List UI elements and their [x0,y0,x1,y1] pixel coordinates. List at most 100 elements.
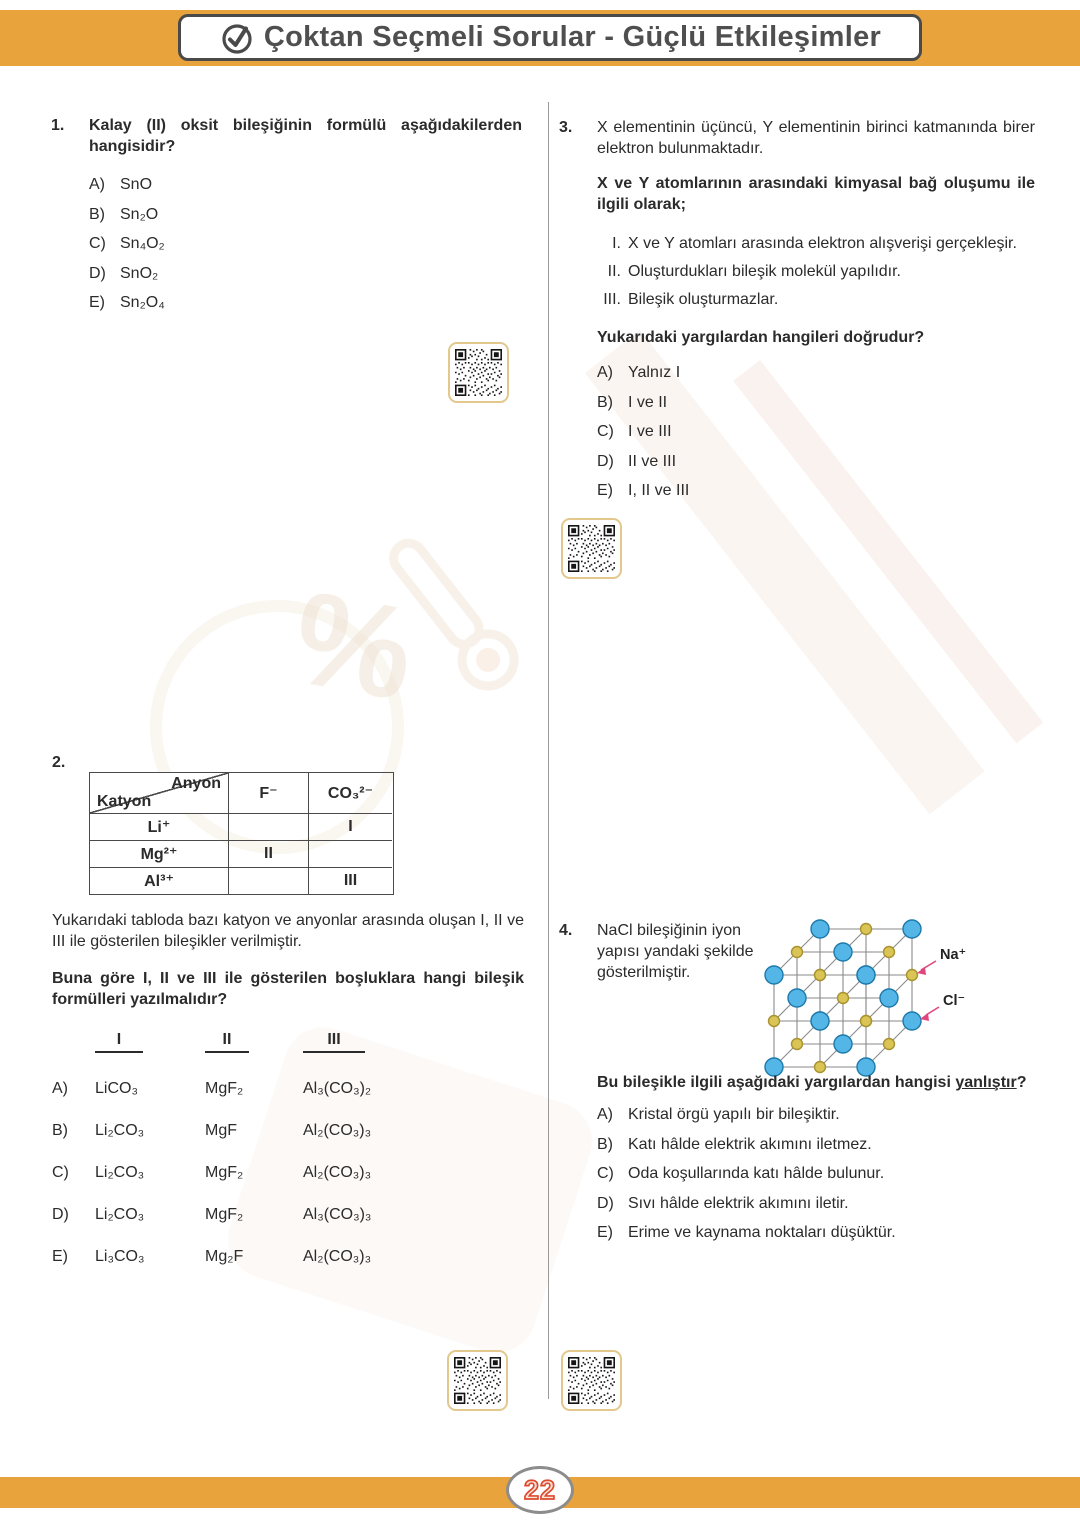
na-ion-label: Na⁺ [940,947,966,963]
option-d: D) II ve III [597,447,1035,477]
option-text: Oda koşullarında katı hâlde bulunur. [628,1165,885,1183]
option-label: C) [89,235,106,253]
cell-al-f [229,868,309,894]
question-number: 1. [51,117,65,134]
option-label: A) [597,364,613,382]
statement-3: III. Bileşik oluşturmazlar. [597,285,1035,313]
statement-numeral: II. [607,262,621,280]
option-label: E) [597,1224,613,1242]
thermometer-watermark [389,538,519,691]
row-cation: Li⁺ [90,814,229,841]
option-label: C) [52,1164,69,1181]
option-text: Sn₂O₄ [120,294,165,312]
prompt-suffix: ? [1016,1074,1027,1091]
option-text: Yalnız I [628,364,681,382]
options-rows: A) LiCO₃ MgF₂ Al₃(CO₃)₂ B) Li₂CO₃ MgF Al… [52,1068,504,1278]
option-label: E) [89,294,105,312]
question-2-prompt: Buna göre I, II ve III ile gösterilen bo… [52,970,524,1008]
formula-iii: Al₂(CO₃)₃ [303,1164,372,1181]
option-label: A) [52,1080,68,1097]
formula-i: Li₂CO₃ [95,1164,145,1181]
statement-text: X ve Y atomları arasında elektron alışve… [628,234,1017,252]
option-label: D) [52,1206,69,1223]
formula-i: Li₂CO₃ [95,1206,145,1223]
option-label: E) [52,1248,68,1265]
option-label: B) [52,1122,68,1139]
option-a: A) Yalnız I [597,358,1035,388]
option-c: C) Li₂CO₃ MgF₂ Al₂(CO₃)₃ [52,1152,504,1194]
statement-2: II. Oluşturdukları bileşik molekül yapılı… [597,257,1035,285]
column-divider [548,102,550,1399]
option-b: B) I ve II [597,388,1035,418]
cation-anion-table: Anyon Katyon F⁻ CO₃²⁻ Li⁺ I Mg²⁺ II Al³⁺… [89,772,394,895]
formula-i: Li₂CO₃ [95,1122,145,1139]
page-number-badge: 22 [506,1466,574,1514]
option-d: D) Li₂CO₃ MgF₂ Al₃(CO₃)₃ [52,1194,504,1236]
prompt-underlined-word: yanlıştır [955,1074,1017,1091]
statements-list: I. X ve Y atomları arasında elektron alış… [597,229,1035,313]
question-3: 3. X elementinin üçüncü, Y elementinin b… [559,117,1035,506]
formula-ii: MgF₂ [205,1206,244,1223]
formula-ii: MgF [205,1122,237,1139]
option-label: D) [597,452,614,470]
option-text: Sıvı hâlde elektrik akımını iletir. [628,1194,849,1212]
row-cation: Al³⁺ [90,868,229,894]
formula-i: LiCO₃ [95,1080,138,1097]
cl-arrow [925,1006,940,1016]
question-number: 2. [52,754,66,771]
check-circle-icon [222,23,252,54]
anyon-header: Anyon [171,775,221,792]
option-b: B) Katı hâlde elektrik akımını iletmez. [597,1130,1035,1160]
qr-code [447,1350,508,1411]
formula-iii: Al₂(CO₃)₃ [303,1122,372,1139]
option-a: A) SnO [89,170,522,200]
option-text: SnO₂ [120,264,159,282]
option-text: Erime ve kaynama noktaları düşüktür. [628,1224,896,1242]
page-number: 22 [523,1474,557,1506]
question-number: 4. [559,922,573,939]
formula-iii: Al₂(CO₃)₃ [303,1248,372,1265]
cell-al-co3: III [343,872,358,889]
option-label: D) [89,264,106,282]
option-text: I ve III [628,423,672,441]
option-label: B) [89,205,105,223]
qr-code [561,1350,622,1411]
cell-mg-co3 [309,841,392,868]
option-b: B) Sn₂O [89,200,522,230]
question-2: 2. [52,752,65,773]
option-text: Kristal örgü yapılı bir bileşiktir. [628,1106,840,1124]
option-text: I, II ve III [628,482,690,500]
percent-watermark: % [283,562,425,729]
question-2-paragraph: Yukarıdaki tabloda bazı katyon ve anyonl… [52,912,524,950]
option-d: D) Sıvı hâlde elektrik akımını iletir. [597,1189,1035,1219]
formula-ii: MgF₂ [205,1164,244,1181]
question-text: NaCl bileşiğinin iyon yapısı yandaki şek… [597,922,754,981]
cell-mg-f: II [229,841,309,868]
formula-iii: Al₃(CO₃)₃ [303,1206,372,1223]
option-label: A) [89,176,105,194]
statement-text: Oluşturdukları bileşik molekül yapılıdır… [628,262,901,280]
question-lead: X ve Y atomlarının arasındaki kimyasal b… [597,175,1035,213]
option-c: C) Sn₄O₂ [89,229,522,259]
qr-code [448,342,509,403]
question-4-prompt: Bu bileşikle ilgili aşağıdaki yargılarda… [597,1072,1035,1093]
question-4-options: A) Kristal örgü yapılı bir bileşiktir. B)… [597,1100,1035,1248]
option-text: Katı hâlde elektrik akımını iletmez. [628,1135,872,1153]
cell-li-f [229,814,309,841]
statement-numeral: I. [612,234,621,252]
cl-ion-label: Cl⁻ [943,993,965,1009]
nacl-crystal-figure: Na⁺ Cl⁻ [764,919,966,1077]
option-label: C) [597,423,614,441]
options-column-headers: I II III [52,1030,504,1054]
column-header-co3: CO₃²⁻ [309,773,392,814]
katyon-header: Katyon [97,793,152,810]
option-e: E) Sn₂O₄ [89,288,522,318]
question-text: X elementinin üçüncü, Y elementinin biri… [597,119,1035,157]
formula-ii: Mg₂F [205,1248,244,1265]
statement-numeral: III. [603,290,621,308]
figure-annotations: Na⁺ Cl⁻ [917,947,966,1021]
question-number: 3. [559,119,573,136]
option-e: E) Li₃CO₃ Mg₂F Al₂(CO₃)₃ [52,1236,504,1278]
option-label: E) [597,482,613,500]
